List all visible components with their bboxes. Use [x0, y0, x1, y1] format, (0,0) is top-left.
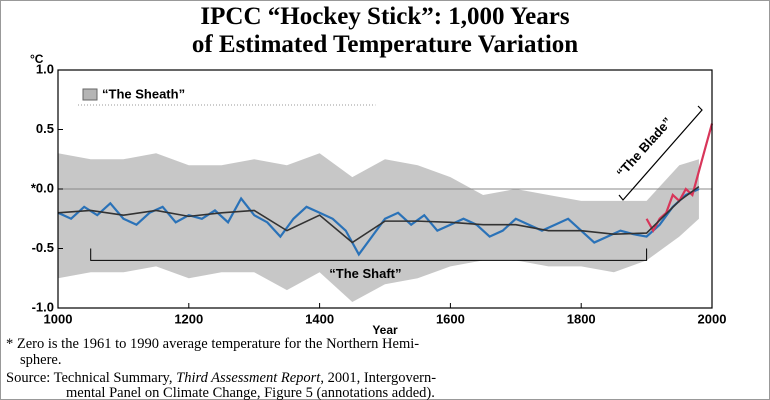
- series-line: [57, 187, 700, 257]
- x-tick-label: 1600: [436, 311, 465, 326]
- shaft-bracket: [90, 248, 648, 261]
- x-tick-label: 1400: [305, 311, 334, 326]
- plot-area: “The Sheath”: [57, 69, 714, 309]
- title-line: of Estimated Temperature Variation: [192, 31, 578, 58]
- y-unit: °C: [30, 52, 44, 66]
- source-text: Source: Technical Summary,: [6, 370, 176, 386]
- footnote: sphere.: [20, 352, 61, 368]
- y-tick-label: *0.0: [31, 180, 54, 195]
- source: mental Panel on Climate Change, Figure 5…: [66, 385, 435, 400]
- x-tick-label: 1200: [174, 311, 203, 326]
- x-tick-label: 1800: [567, 311, 596, 326]
- x-tick-label: 2000: [698, 311, 727, 326]
- blade-bracket: [618, 105, 703, 201]
- series-line: [57, 185, 700, 244]
- y-tick-label: 0.5: [36, 121, 54, 136]
- footnote: * Zero is the 1961 to 1990 average tempe…: [6, 336, 419, 352]
- y-tick-label: -1.0: [32, 299, 54, 314]
- y-tick-label: 1.0: [36, 61, 54, 76]
- source-text: , 2001, Intergovern-: [320, 370, 436, 386]
- legend-label: “The Sheath”: [102, 86, 185, 101]
- shaft-label: “The Shaft”: [329, 266, 401, 281]
- legend-swatch: [82, 88, 98, 101]
- x-axis-label: Year: [372, 323, 398, 337]
- x-tick-label: 1000: [44, 311, 73, 326]
- title-line: IPCC “Hockey Stick”: 1,000 Years: [200, 3, 569, 30]
- y-tick-label: -0.5: [32, 240, 54, 255]
- source: Source: Technical Summary, Third Assessm…: [6, 370, 436, 386]
- source-text: Third Assessment Report: [176, 370, 321, 386]
